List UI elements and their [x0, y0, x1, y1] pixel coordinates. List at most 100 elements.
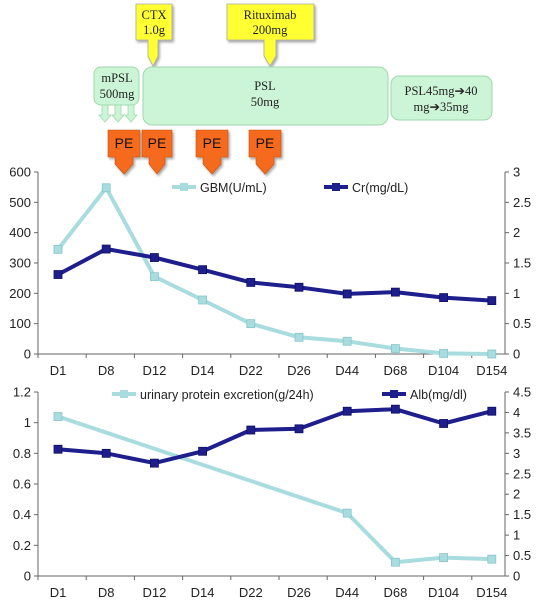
right-tick-label: 3 — [513, 165, 520, 180]
right-tick-label: 0.5 — [513, 316, 531, 331]
right-tick-label: 1.5 — [513, 507, 531, 522]
legend-swatch-marker — [120, 390, 128, 398]
data-point — [198, 295, 208, 305]
left-tick-label: 0 — [24, 569, 31, 584]
right-tick-label: 1 — [513, 286, 520, 301]
legend-label: urinary protein excretion(g/24h) — [140, 388, 314, 402]
data-point — [101, 448, 111, 458]
data-point — [294, 332, 304, 342]
category-label: D154 — [476, 585, 507, 600]
series-line — [57, 407, 493, 466]
data-point — [342, 508, 352, 518]
psl-taper-box-shape — [390, 75, 493, 121]
legend-swatch-marker — [332, 183, 340, 191]
series-line — [56, 185, 492, 356]
data-point — [246, 319, 256, 329]
psl-taper-line2: mg➔35mg — [414, 100, 470, 114]
pe-label: PE — [203, 135, 222, 151]
data-point — [390, 557, 400, 567]
data-point — [198, 446, 208, 456]
category-label: D104 — [428, 363, 459, 378]
legend-swatch-marker — [180, 183, 188, 191]
psl-box: PSL 50mg — [142, 66, 389, 126]
pe-arrow-shape — [248, 129, 282, 175]
psl-taper-box: PSL45mg➔40 mg➔35mg — [390, 75, 493, 121]
category-label: D104 — [428, 585, 459, 600]
ctx-line2: 1.0g — [143, 23, 166, 37]
data-point — [53, 244, 63, 254]
ctx-callout-shape — [135, 3, 173, 67]
mpsl-line2: 500mg — [100, 87, 135, 101]
left-tick-label: 0 — [24, 347, 31, 362]
data-point — [101, 244, 111, 254]
category-label: D8 — [98, 363, 115, 378]
pe-arrow-shape — [195, 129, 229, 175]
treatment-panel: CTX 1.0g Rituximab 200mg mPSL 500mg PSL … — [93, 3, 493, 175]
category-label: D12 — [142, 363, 166, 378]
data-point — [149, 253, 159, 262]
category-label: D12 — [142, 585, 166, 600]
category-label: D26 — [287, 363, 311, 378]
pe-label: PE — [115, 135, 134, 151]
category-label: D26 — [287, 585, 311, 600]
rituximab-callout: Rituximab 200mg — [226, 3, 315, 67]
data-point — [246, 278, 256, 287]
rituximab-line2: 200mg — [253, 23, 288, 37]
pe-arrow-shape — [107, 129, 141, 175]
left-tick-label: 500 — [9, 195, 31, 210]
data-point — [439, 348, 449, 358]
protein-albumin-chart: 0 0.2 0.4 0.6 0.8 1 1.2 0 0.5 1 1.5 2 2.5 3 3.5 4 4.5 D1 D… — [13, 385, 531, 600]
mpsl-box: mPSL 500mg — [93, 66, 140, 106]
ctx-line1: CTX — [142, 8, 167, 22]
right-tick-label: 2 — [513, 487, 520, 502]
data-point — [246, 425, 256, 435]
category-label: D68 — [383, 585, 407, 600]
right-tick-label: 3 — [513, 446, 520, 461]
data-point — [439, 553, 449, 562]
category-label: D44 — [335, 363, 359, 378]
right-tick-label: 4 — [513, 405, 520, 420]
left-tick-label: 1 — [24, 415, 31, 430]
right-tick-label: 2 — [513, 225, 520, 240]
category-label: D22 — [239, 585, 263, 600]
mpsl-pulse-arrow — [111, 104, 125, 123]
series-line — [57, 247, 492, 303]
legend-label: Cr(mg/dL) — [352, 181, 408, 195]
data-point — [390, 404, 400, 414]
right-tick-label: 2.5 — [513, 466, 531, 481]
right-tick-label: 4.5 — [513, 385, 531, 400]
data-point — [149, 272, 159, 282]
legend-label: GBM(U/mL) — [200, 181, 267, 195]
left-tick-label: 100 — [9, 316, 31, 331]
data-point — [487, 554, 497, 564]
legend-label: Alb(mg/dl) — [410, 388, 467, 402]
right-tick-label: 0.5 — [513, 548, 531, 563]
mpsl-line1: mPSL — [101, 71, 132, 85]
left-tick-label: 400 — [9, 225, 31, 240]
data-point — [390, 287, 400, 297]
category-label: D44 — [335, 585, 359, 600]
data-point — [390, 344, 400, 353]
data-point — [294, 424, 304, 434]
data-point — [53, 444, 63, 454]
mpsl-pulse-arrows — [98, 104, 138, 123]
data-point — [487, 296, 497, 306]
data-point — [198, 265, 208, 275]
right-tick-label: 0 — [513, 347, 520, 362]
series-line — [57, 414, 492, 565]
psl-line2: 50mg — [251, 95, 280, 109]
category-label: D1 — [50, 585, 67, 600]
right-tick-label: 1.5 — [513, 256, 531, 271]
category-label: D8 — [98, 585, 115, 600]
data-point — [439, 293, 449, 302]
psl-taper-line1: PSL45mg➔40 — [405, 84, 478, 98]
left-tick-label: 0.4 — [13, 507, 31, 522]
right-tick-label: 0 — [513, 569, 520, 584]
left-tick-label: 200 — [9, 286, 31, 301]
rituximab-line1: Rituximab — [244, 8, 297, 22]
category-label: D14 — [191, 585, 215, 600]
left-tick-label: 0.6 — [13, 477, 31, 492]
category-label: D22 — [239, 363, 263, 378]
right-tick-label: 1 — [513, 528, 520, 543]
data-point — [439, 419, 449, 428]
